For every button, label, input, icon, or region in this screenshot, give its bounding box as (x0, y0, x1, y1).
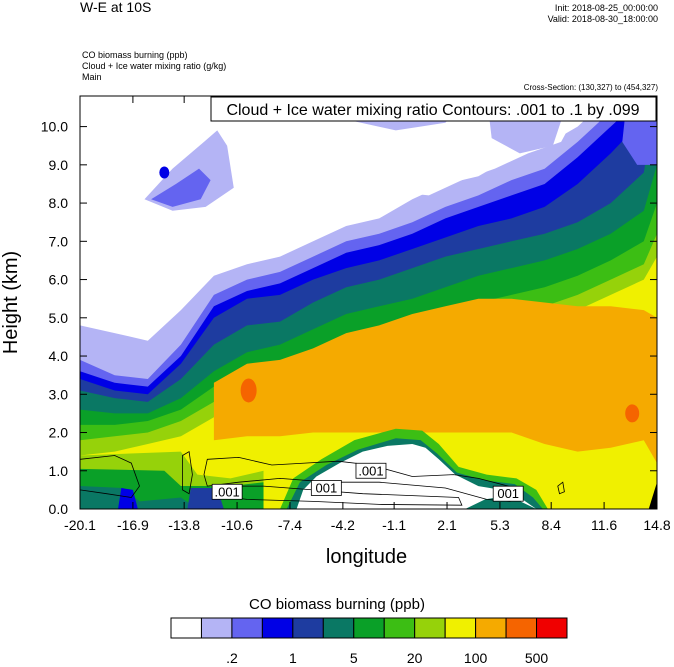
y-tick-label: 6.0 (49, 272, 69, 288)
colorbar-box (383, 617, 416, 639)
colorbar-box (231, 617, 263, 639)
colorbar-box (322, 617, 355, 639)
colorbar: .2 1 5 20 100 500 (170, 617, 568, 666)
y-tick-label: 5.0 (49, 310, 69, 326)
colorbar-tick-label: .2 (226, 650, 238, 666)
colorbar-box (261, 617, 294, 639)
contour-label: .001 (358, 463, 383, 478)
colorbar-tick-label: 500 (525, 650, 549, 666)
x-tick-label: -16.9 (117, 517, 149, 533)
cross-section-label: Cross-Section: (130,327) to (454,327) (523, 83, 658, 92)
contour-label-box (310, 480, 342, 496)
contour-label-box (211, 483, 243, 500)
contour-title: Cloud + Ice water mixing ratio Contours:… (226, 102, 639, 119)
field-label-main: Main (82, 72, 102, 82)
y-tick-label: 1.0 (49, 463, 69, 479)
field-label-cloud: Cloud + Ice water mixing ratio (g/kg) (82, 61, 227, 71)
contour-label: .001 (214, 484, 239, 499)
contour-label-box (492, 485, 524, 502)
x-tick-label: 2.1 (437, 517, 457, 533)
y-tick-label: 4.0 (49, 348, 69, 364)
co-peak-patch (240, 378, 257, 403)
contour-label: 001 (497, 486, 519, 501)
y-tick-label: 3.0 (49, 386, 69, 402)
x-tick-label: -4.2 (331, 517, 355, 533)
y-tick-label: 7.0 (49, 233, 69, 249)
y-axis-label: Height (km) (0, 251, 22, 354)
colorbar-tick-label: 20 (407, 650, 423, 666)
colorbar-tick-label: 5 (350, 650, 358, 666)
co-low-band (80, 486, 198, 509)
contour-title-box (210, 96, 657, 122)
cloud-contour-2 (182, 450, 193, 495)
co-level-10 (213, 298, 657, 464)
axis-ticks: -20.1 -16.9 -13.8 -10.6 -7.4 -4.2 -1.1 2.1 5.3 8.… (0, 96, 671, 568)
plot-title: W-E at 10S (80, 0, 152, 15)
colorbar-title: CO biomass burning (ppb) (249, 596, 425, 613)
colorbar-tick-label: 100 (464, 650, 488, 666)
y-tick-label: 10.0 (41, 119, 68, 135)
colorbar-tick-label: 1 (289, 650, 297, 666)
valid-time: Valid: 2018-08-30_18:00:00 (547, 14, 658, 24)
colorbar-box (414, 617, 446, 639)
colorbar-box (292, 617, 324, 639)
x-tick-label: -1.1 (382, 517, 406, 533)
co-cell (151, 168, 211, 207)
init-time: Init: 2018-08-25_00:00:00 (554, 3, 658, 13)
cloud-contour-5 (557, 481, 565, 495)
co-cell (159, 166, 170, 179)
colorbar-box (444, 617, 477, 639)
contour-label-box (355, 462, 387, 479)
colorbar-box (170, 617, 202, 639)
x-tick-label: 14.8 (643, 517, 670, 533)
x-tick-label: -7.4 (278, 517, 302, 533)
x-tick-label: -20.1 (64, 517, 96, 533)
x-tick-label: -13.8 (168, 517, 200, 533)
x-tick-label: 11.6 (591, 517, 617, 533)
colorbar-box (353, 617, 385, 639)
co-peak-patch (625, 404, 640, 423)
y-tick-label: 9.0 (49, 157, 69, 173)
terrain (648, 482, 657, 509)
field-label-co: CO biomass burning (ppb) (82, 50, 188, 60)
colorbar-box (505, 617, 538, 639)
y-tick-label: 2.0 (49, 425, 69, 441)
contour-label: 001 (315, 480, 337, 495)
plot-frame (79, 95, 658, 510)
co-field-fills (80, 96, 657, 509)
x-tick-label: -10.6 (221, 517, 253, 533)
x-tick-label: 8.4 (541, 517, 561, 533)
y-tick-label: 0.0 (49, 501, 69, 517)
y-tick-label: 8.0 (49, 195, 69, 211)
colorbar-box (200, 617, 233, 639)
colorbar-box (475, 617, 507, 639)
cloud-contour-1 (80, 455, 140, 498)
x-tick-label: 5.3 (490, 517, 510, 533)
colorbar-box (536, 617, 568, 639)
x-axis-label: longitude (326, 546, 407, 568)
cloud-contours: .001 001 .001 001 (80, 450, 565, 506)
